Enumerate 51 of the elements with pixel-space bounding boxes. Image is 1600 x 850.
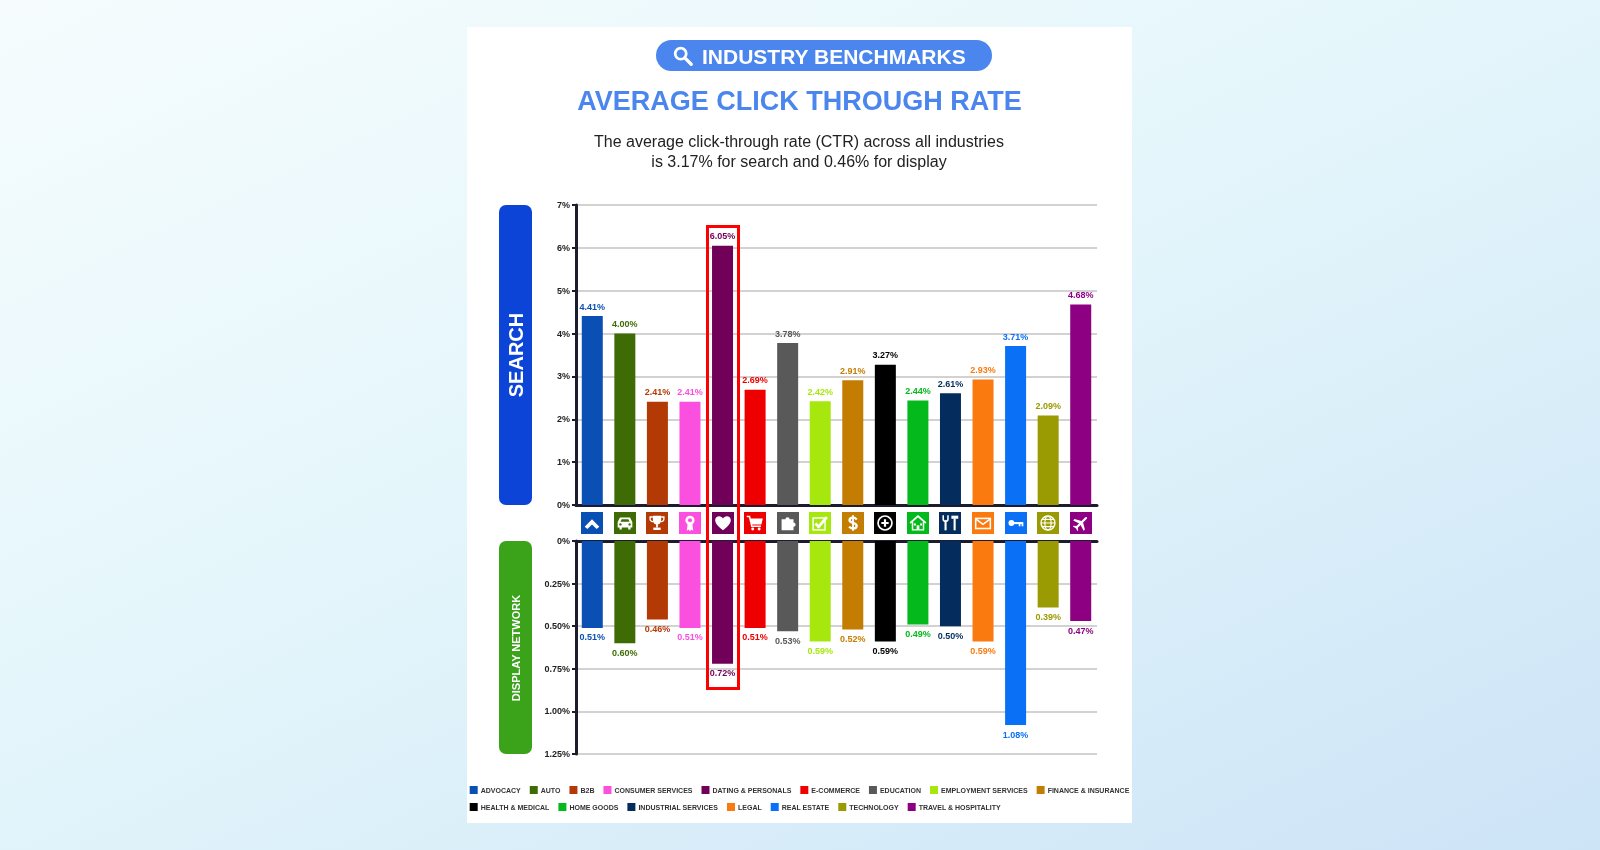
y-tick-label: 0.25% xyxy=(544,578,570,589)
data-label: 0.47% xyxy=(1067,625,1094,636)
data-label: 2.41% xyxy=(644,387,671,398)
y-axis-title: SEARCH xyxy=(504,312,527,398)
data-label: 3.27% xyxy=(872,350,899,361)
y-axis-title: DISPLAY NETWORK xyxy=(509,594,522,701)
data-label: 0.51% xyxy=(677,632,703,643)
data-label: 0.72% xyxy=(709,668,736,679)
y-tick-label: 7% xyxy=(556,200,570,210)
data-label: 2.69% xyxy=(742,375,768,386)
y-tick-label: 0% xyxy=(556,536,570,546)
data-label: 2.91% xyxy=(840,365,866,376)
y-tick-label: 0.50% xyxy=(544,621,570,632)
y-tick-label: 5% xyxy=(556,285,570,296)
data-label: 2.93% xyxy=(970,364,996,375)
y-tick-label: 2% xyxy=(556,414,570,425)
y-tick-label: 0.75% xyxy=(544,663,570,674)
y-tick-label: 0% xyxy=(556,500,570,510)
data-label: 0.51% xyxy=(742,632,768,643)
data-label: 0.49% xyxy=(905,629,931,639)
data-label: 0.59% xyxy=(807,646,833,657)
data-label: 2.09% xyxy=(1035,400,1061,411)
y-tick-label: 1.00% xyxy=(544,706,570,717)
y-tick-label: 1% xyxy=(556,457,570,468)
data-label: 0.59% xyxy=(970,646,996,657)
data-label: 4.00% xyxy=(612,319,638,330)
data-label: 0.50% xyxy=(937,630,964,641)
y-tick-label: 3% xyxy=(556,371,570,382)
data-label: 2.44% xyxy=(905,385,931,396)
data-label: 0.52% xyxy=(840,634,866,645)
data-label: 1.08% xyxy=(1002,729,1029,740)
chart-title: AVERAGE CLICK THROUGH RATE xyxy=(576,86,1023,117)
chart-subtitle: The average click-through rate (CTR) across all industries is 3.17% for search and 0.46% for display xyxy=(593,132,1005,172)
data-label: 3.71% xyxy=(1002,331,1029,342)
data-label: 0.39% xyxy=(1035,611,1061,622)
data-label: 2.42% xyxy=(807,386,833,397)
data-label: 4.68% xyxy=(1067,289,1094,300)
data-label: 3.78% xyxy=(774,328,801,339)
y-tick-label: 4% xyxy=(556,328,570,339)
data-label: 6.05% xyxy=(709,231,736,242)
data-label: 4.41% xyxy=(579,301,606,312)
y-tick-label: 6% xyxy=(556,242,570,253)
data-label: 0.53% xyxy=(774,635,801,646)
data-label: 2.61% xyxy=(937,378,964,389)
data-label: 0.59% xyxy=(872,646,899,657)
y-tick-label: 1.25% xyxy=(544,749,570,759)
data-label: 0.51% xyxy=(579,632,606,643)
data-label: 2.41% xyxy=(677,387,703,398)
data-label: 0.60% xyxy=(612,647,638,658)
data-label: 0.46% xyxy=(644,623,671,634)
text: INDUSTRY BENCHMARKS xyxy=(702,45,966,69)
